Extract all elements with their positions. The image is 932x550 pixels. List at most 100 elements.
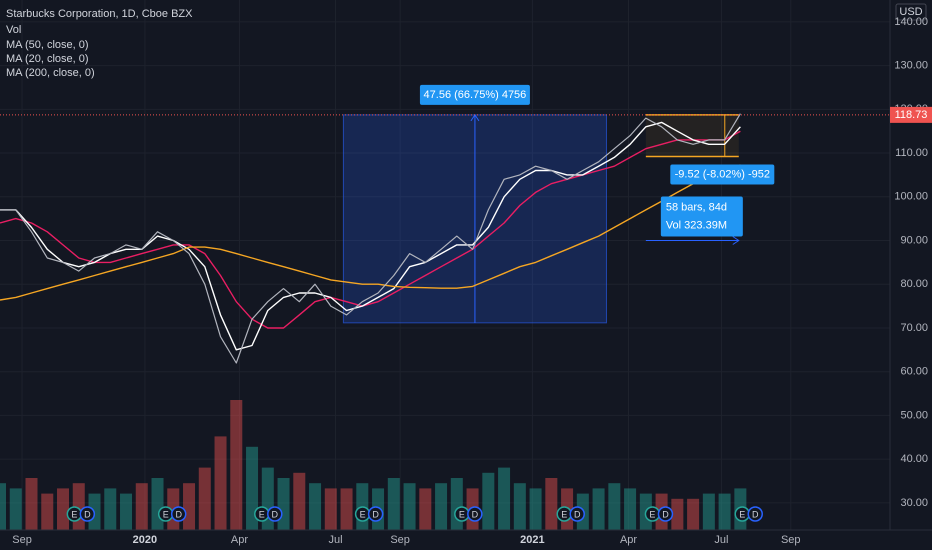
volume-bar bbox=[41, 493, 54, 530]
indicator: MA (50, close, 0) bbox=[6, 39, 89, 51]
event-marker[interactable] bbox=[569, 506, 585, 522]
volume-bar bbox=[592, 488, 605, 530]
measure-detail: 58 bars, 84d bbox=[666, 201, 727, 213]
volume-bar bbox=[0, 483, 6, 530]
y-tick-label: 70.00 bbox=[900, 322, 928, 334]
volume-bar bbox=[120, 493, 133, 530]
volume-bar bbox=[25, 478, 38, 530]
measure-label: 47.56 (66.75%) 4756 bbox=[424, 89, 527, 101]
y-tick-label: 140.00 bbox=[894, 16, 928, 28]
x-tick-label: Apr bbox=[231, 534, 248, 546]
indicator: Vol bbox=[6, 24, 21, 36]
last-price-box bbox=[890, 106, 932, 123]
y-tick-label: 60.00 bbox=[900, 366, 928, 378]
volume-bar bbox=[702, 493, 715, 530]
volume-bar bbox=[545, 478, 558, 530]
indicator: MA (20, close, 0) bbox=[6, 53, 89, 65]
event-label: E bbox=[259, 509, 265, 519]
event-label: E bbox=[739, 509, 745, 519]
y-tick-label: 110.00 bbox=[895, 147, 928, 159]
y-tick-label: 30.00 bbox=[900, 497, 928, 509]
volume-bar bbox=[183, 483, 196, 530]
indicator: MA (200, close, 0) bbox=[6, 67, 95, 79]
measure-detail: Vol 323.39M bbox=[666, 219, 727, 231]
event-label: E bbox=[649, 509, 655, 519]
y-tick-label: 100.00 bbox=[894, 191, 928, 203]
event-marker[interactable] bbox=[657, 506, 674, 522]
volume-bar bbox=[419, 488, 432, 530]
volume-bar bbox=[104, 488, 117, 530]
volume-bar bbox=[403, 483, 416, 530]
volume-bar bbox=[387, 478, 400, 530]
event-marker[interactable] bbox=[467, 506, 483, 522]
x-tick-label: Jul bbox=[714, 534, 728, 546]
x-tick-label: Apr bbox=[620, 534, 637, 546]
volume-bar bbox=[529, 488, 542, 530]
moving-average bbox=[0, 130, 741, 329]
measure-label: -9.52 (-8.02%) -952 bbox=[675, 168, 770, 180]
measure-details-box bbox=[660, 196, 743, 237]
event-marker[interactable] bbox=[747, 506, 763, 522]
x-tick-label: Sep bbox=[12, 534, 32, 546]
y-tick-label: 90.00 bbox=[900, 234, 928, 246]
x-tick-label: 2020 bbox=[133, 534, 157, 546]
event-marker[interactable] bbox=[267, 506, 283, 522]
event-label: E bbox=[360, 509, 366, 519]
measure-label-box bbox=[670, 164, 775, 185]
event-label: D bbox=[372, 509, 379, 519]
volume-bar bbox=[309, 483, 322, 530]
volume-bar bbox=[608, 483, 621, 530]
volume-bar bbox=[293, 472, 306, 530]
volume-bar bbox=[718, 493, 731, 530]
chart-title: Starbucks Corporation, 1D, Cboe BZX bbox=[6, 8, 193, 20]
volume-bar bbox=[340, 488, 353, 530]
volume-bar bbox=[450, 478, 463, 530]
grid bbox=[0, 0, 890, 530]
volume-bar bbox=[230, 400, 243, 530]
volume-bar bbox=[214, 436, 227, 530]
event-label: E bbox=[561, 509, 567, 519]
volume-bar bbox=[687, 498, 700, 530]
x-tick-label: 2021 bbox=[520, 534, 544, 546]
currency-box[interactable] bbox=[895, 3, 927, 21]
y-tick-label: 80.00 bbox=[900, 278, 928, 290]
event-label: D bbox=[272, 509, 279, 519]
event-label: D bbox=[662, 509, 669, 519]
volume-bar bbox=[513, 483, 526, 530]
x-tick-label: Sep bbox=[781, 534, 801, 546]
last-price-label: 118.73 bbox=[895, 109, 928, 121]
volume-bar bbox=[671, 498, 684, 530]
volume-bar bbox=[135, 483, 148, 530]
volume-bar bbox=[324, 488, 337, 530]
event-marker[interactable] bbox=[367, 506, 384, 522]
volume-bar bbox=[624, 488, 637, 530]
event-label: D bbox=[175, 509, 182, 519]
event-marker[interactable] bbox=[79, 506, 96, 522]
volume-bar bbox=[482, 472, 495, 530]
moving-average bbox=[0, 121, 741, 351]
currency[interactable]: USD bbox=[899, 6, 922, 18]
y-tick-label: 50.00 bbox=[900, 409, 928, 421]
volume-bar bbox=[435, 483, 448, 530]
event-label: D bbox=[752, 509, 759, 519]
volume-bar bbox=[198, 467, 211, 530]
event-label: E bbox=[459, 509, 465, 519]
plot bbox=[0, 113, 890, 530]
event-marker[interactable] bbox=[170, 506, 187, 522]
volume-bar bbox=[151, 478, 164, 530]
event-label: E bbox=[163, 509, 169, 519]
event-label: D bbox=[472, 509, 479, 519]
volume-bar bbox=[498, 467, 511, 530]
x-tick-label: Jul bbox=[328, 534, 342, 546]
y-tick-label: 130.00 bbox=[894, 60, 928, 72]
volume-bar bbox=[277, 478, 290, 530]
volume-bar bbox=[246, 446, 259, 530]
price-line bbox=[0, 113, 741, 364]
volume-bar bbox=[9, 488, 22, 530]
projection-arrowhead bbox=[732, 236, 740, 245]
x-tick-label: Sep bbox=[390, 534, 410, 546]
y-tick-label: 40.00 bbox=[900, 453, 928, 465]
event-label: D bbox=[84, 509, 91, 519]
event-label: D bbox=[574, 509, 581, 519]
